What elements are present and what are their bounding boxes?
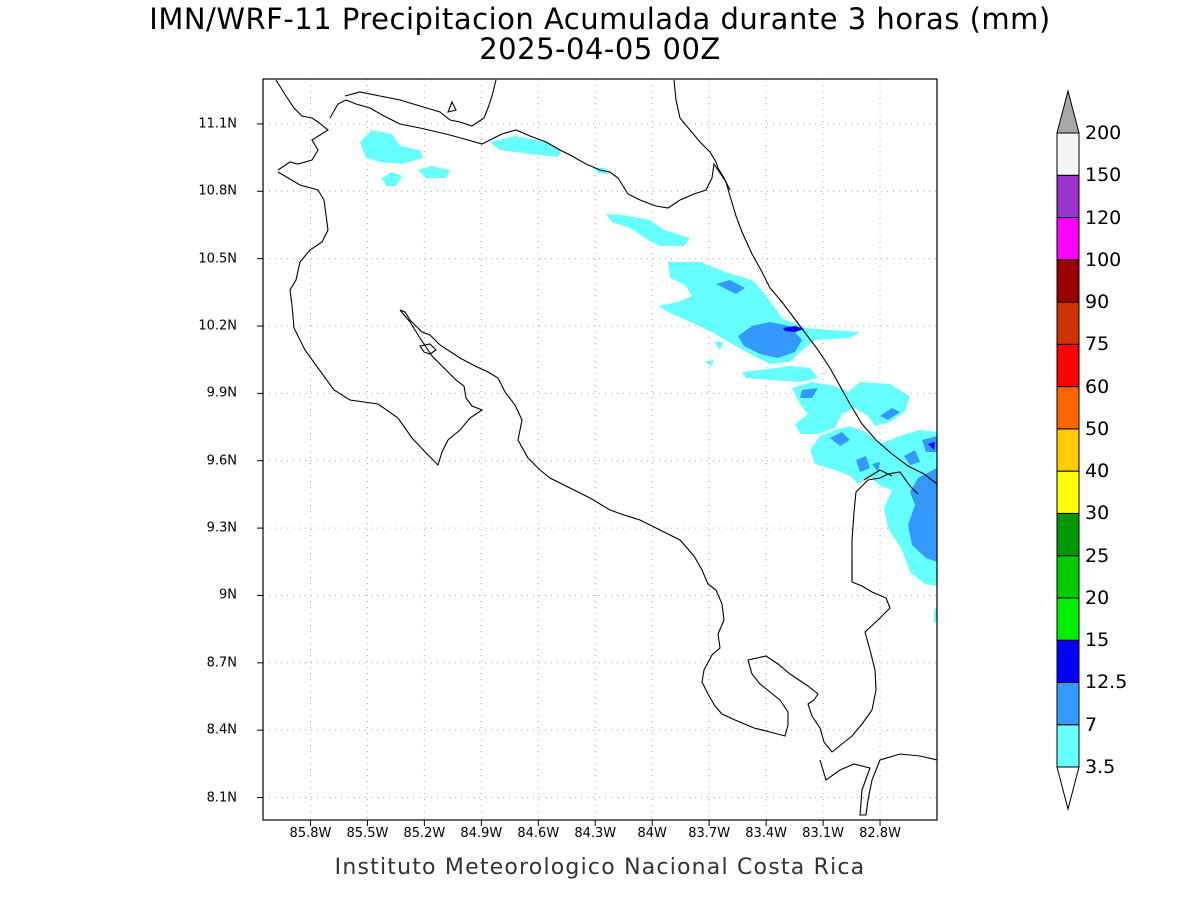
colorbar-level-label: 150 <box>1085 164 1122 187</box>
precip-area <box>934 606 937 622</box>
nicaragua-border <box>275 79 329 171</box>
island-outline <box>447 100 457 113</box>
colorbar-level-label: 7 <box>1085 713 1098 736</box>
precip-area <box>716 280 745 294</box>
lat-tick-label: 11.1N <box>198 116 237 132</box>
lon-tick-label: 83.7W <box>688 826 731 841</box>
map-title: IMN/WRF-11 Precipitacion Acumulada duran… <box>149 2 1051 36</box>
lat-tick-label: 9.3N <box>206 520 237 536</box>
lon-tick-label: 84W <box>637 826 667 841</box>
colorbar-swatch <box>1056 259 1080 303</box>
colorbar-max-arrow <box>1056 89 1080 134</box>
colorbar-level-label: 20 <box>1085 586 1110 609</box>
colorbar-level-label: 200 <box>1085 122 1122 144</box>
precip-area <box>792 382 910 434</box>
colorbar-level-label: 12.5 <box>1085 671 1128 694</box>
precip-area <box>714 342 724 350</box>
precip-area <box>928 442 935 450</box>
colorbar-swatch <box>1056 343 1080 388</box>
map-grid <box>263 79 937 820</box>
institution-credit: Instituto Meteorologico Nacional Costa R… <box>334 855 866 880</box>
colorbar-swatch <box>1056 681 1080 726</box>
colorbar-swatch <box>1056 639 1080 683</box>
colorbar-level-label: 30 <box>1085 502 1110 525</box>
precip-area <box>810 426 937 586</box>
precip-area <box>830 432 850 446</box>
lon-tick-label: 83.1W <box>802 826 844 841</box>
lake-outline <box>419 343 437 355</box>
caribbean-north-coast <box>673 79 731 191</box>
lat-tick-label: 10.2N <box>198 318 237 334</box>
precip-area <box>742 366 818 382</box>
lon-tick-label: 85.8W <box>289 826 332 841</box>
colorbar-swatch <box>1056 174 1080 219</box>
lat-tick-label: 8.7N <box>206 655 237 671</box>
pacific-coast <box>277 171 919 753</box>
lat-tick-label: 9.6N <box>206 453 237 469</box>
colorbar-level-label: 100 <box>1085 248 1122 271</box>
precip-area <box>418 166 450 178</box>
colorbar <box>1056 89 1080 811</box>
colorbar-level-label: 40 <box>1085 460 1110 483</box>
panama-border <box>851 469 893 580</box>
precip-area <box>872 462 880 472</box>
map-frame <box>262 78 938 821</box>
precip-area <box>704 360 714 366</box>
colorbar-level-label: 25 <box>1085 544 1110 567</box>
colorbar-level-label: 50 <box>1085 417 1110 440</box>
precip-area <box>606 214 690 246</box>
precip-area <box>490 136 562 157</box>
lon-tick-label: 84.3W <box>574 826 617 841</box>
axis-ticks <box>257 123 881 826</box>
precip-area <box>904 450 920 465</box>
precip-area <box>880 408 900 420</box>
precip-area <box>382 172 402 186</box>
lon-tick-label: 83.4W <box>745 826 788 841</box>
colorbar-swatch <box>1056 597 1080 641</box>
map-date: 2025-04-05 00Z <box>479 32 721 66</box>
colorbar-swatch <box>1056 428 1080 472</box>
lat-tick-label: 9N <box>219 587 237 603</box>
colorbar-swatch <box>1056 512 1080 557</box>
nicaragua-coast <box>344 79 497 127</box>
colorbar-swatch <box>1056 386 1080 430</box>
precipitation-field <box>360 130 937 622</box>
lon-tick-label: 84.6W <box>517 826 560 841</box>
precip-area <box>783 326 804 332</box>
panama-coast <box>819 753 937 816</box>
lat-tick-label: 8.1N <box>206 790 237 806</box>
precip-area <box>360 130 423 164</box>
colorbar-level-label: 3.5 <box>1085 756 1116 778</box>
colorbar-swatch <box>1056 724 1080 768</box>
colorbar-swatch <box>1056 301 1080 345</box>
lat-tick-label: 8.4N <box>206 722 237 738</box>
lon-tick-label: 85.5W <box>346 826 389 841</box>
lat-tick-label: 10.5N <box>198 251 237 267</box>
coastline <box>275 79 937 816</box>
lat-tick-label: 9.9N <box>206 385 237 401</box>
lon-tick-label: 82.8W <box>859 826 901 841</box>
caribbean-coast <box>329 99 937 485</box>
colorbar-level-label: 75 <box>1085 333 1110 356</box>
colorbar-swatch <box>1056 470 1080 514</box>
colorbar-level-label: 90 <box>1085 291 1110 314</box>
precip-area <box>800 388 818 398</box>
colorbar-swatch <box>1056 555 1080 599</box>
lon-tick-label: 85.2W <box>403 826 446 841</box>
colorbar-swatch <box>1056 132 1080 176</box>
colorbar-level-label: 120 <box>1085 206 1122 229</box>
lon-tick-label: 84.9W <box>460 826 503 841</box>
lat-tick-label: 10.8N <box>198 183 237 199</box>
colorbar-swatch <box>1056 217 1080 261</box>
precip-area <box>856 456 870 472</box>
colorbar-level-label: 15 <box>1085 629 1110 652</box>
colorbar-min-arrow <box>1056 766 1080 811</box>
colorbar-level-label: 60 <box>1085 375 1110 398</box>
